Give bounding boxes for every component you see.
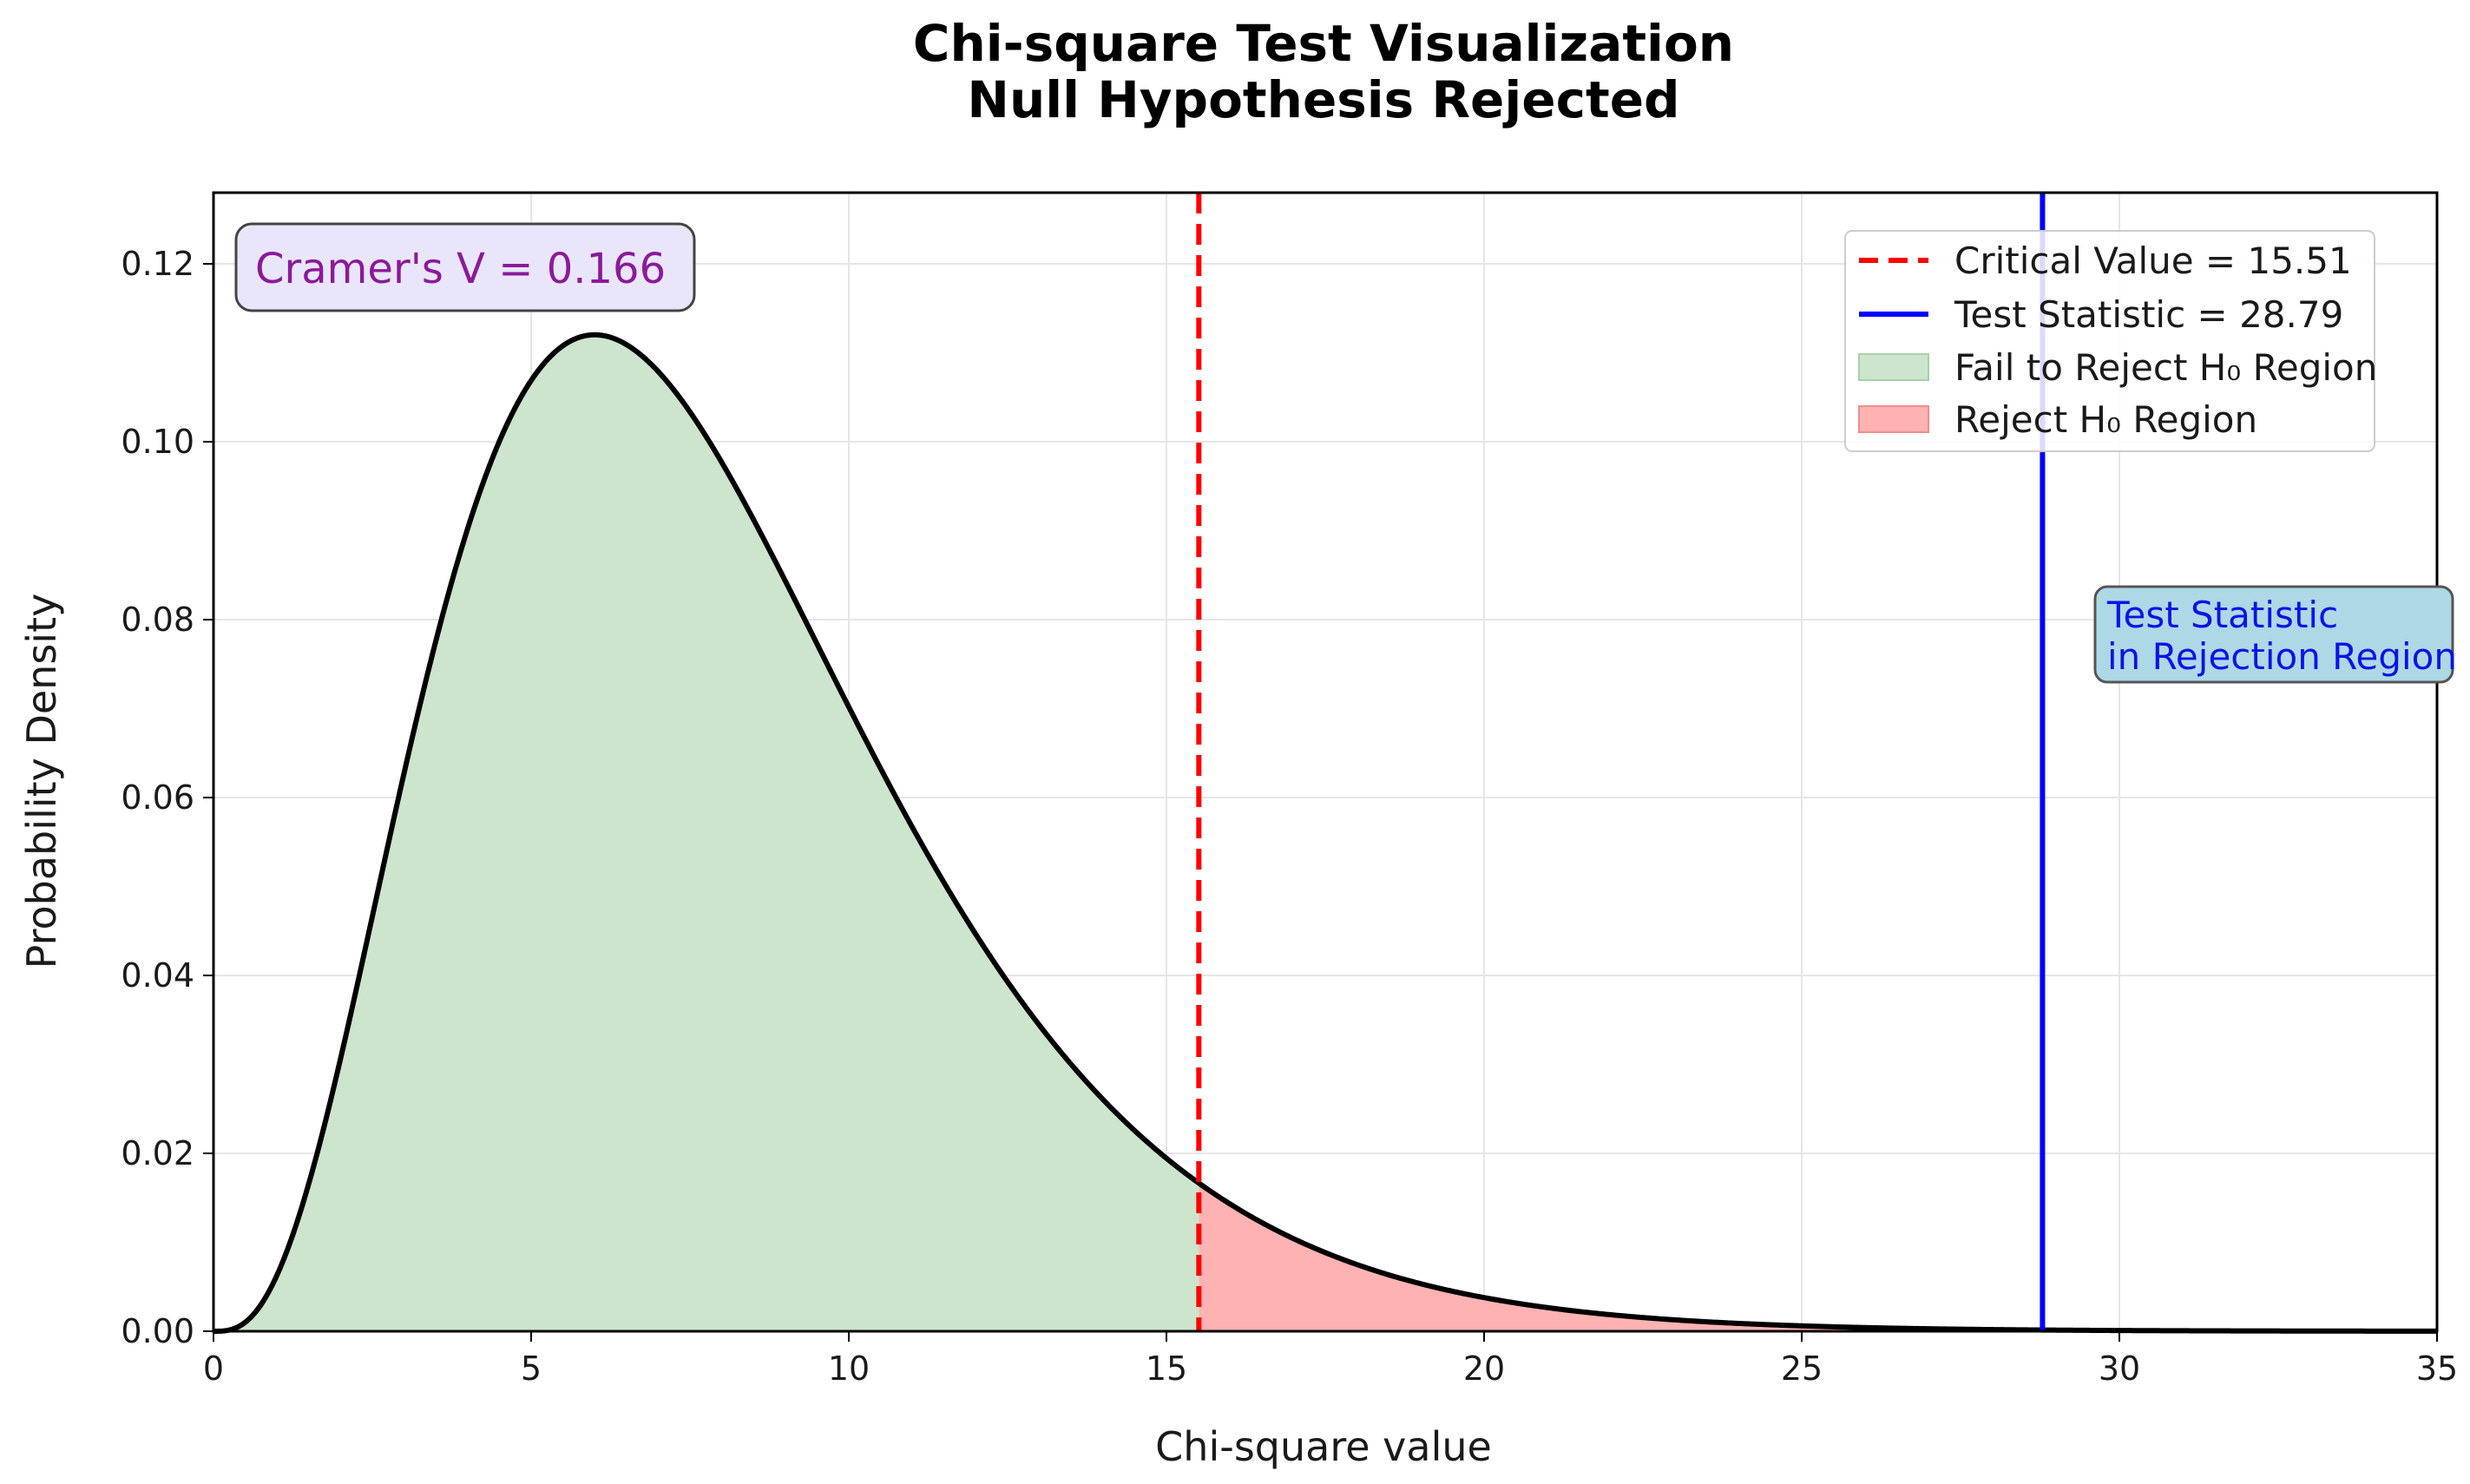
legend-test-label: Test Statistic = 28.79 (1954, 293, 2343, 336)
x-tick-label-0: 0 (203, 1349, 224, 1388)
y-axis-label: Probability Density (18, 594, 65, 969)
chart-title-line1: Chi-square Test Visualization (913, 14, 1734, 73)
effect-size-annotation: Cramer's V = 0.166 (234, 222, 696, 312)
legend: Critical Value = 15.51 Test Statistic = … (1844, 230, 2377, 452)
density-fills (213, 334, 2437, 1331)
rejection-text-line2: in Rejection Region (2107, 635, 2457, 678)
y-tick-label-2: 0.04 (121, 956, 194, 995)
legend-reject-swatch (1858, 405, 1929, 433)
x-tick-label-1: 5 (521, 1349, 542, 1388)
y-tick-label-5: 0.10 (121, 423, 194, 461)
x-tick-label-3: 15 (1146, 1349, 1187, 1388)
rejection-text-line1: Test Statistic (2106, 594, 2338, 636)
y-tick-label-6: 0.12 (121, 245, 194, 283)
chart-title-line2: Null Hypothesis Rejected (967, 70, 1679, 129)
plot-frame (212, 191, 2439, 1333)
x-axis-label: Chi-square value (1155, 1423, 1492, 1470)
y-tick-label-1: 0.02 (121, 1134, 194, 1172)
effect-size-box (234, 222, 696, 312)
legend-accept-label: Fail to Reject H₀ Region (1954, 346, 2377, 389)
y-axis-ticks: 0.00 0.02 0.04 0.06 0.08 0.10 0.12 (121, 245, 213, 1350)
reject-region (1199, 1183, 2437, 1331)
y-tick-label-3: 0.06 (121, 778, 194, 817)
x-tick-label-2: 10 (828, 1349, 870, 1388)
legend-box (1844, 230, 2375, 452)
effect-size-text: Cramer's V = 0.166 (255, 245, 666, 293)
y-tick-label-0: 0.00 (121, 1312, 194, 1350)
rejection-annotation: Test Statistic in Rejection Region (2093, 585, 2457, 684)
legend-reject-label: Reject H₀ Region (1954, 398, 2257, 441)
y-tick-label-4: 0.08 (121, 601, 194, 639)
x-tick-label-5: 25 (1781, 1349, 1823, 1388)
fail-to-reject-region (213, 334, 1199, 1331)
legend-accept-swatch (1858, 353, 1929, 381)
rejection-box (2093, 585, 2454, 684)
legend-critical-label: Critical Value = 15.51 (1954, 240, 2352, 282)
x-tick-label-7: 35 (2416, 1349, 2458, 1388)
x-axis-ticks: 0 5 10 15 20 25 30 35 (203, 1331, 2458, 1388)
x-tick-label-6: 30 (2099, 1349, 2140, 1388)
x-tick-label-4: 20 (1463, 1349, 1505, 1388)
